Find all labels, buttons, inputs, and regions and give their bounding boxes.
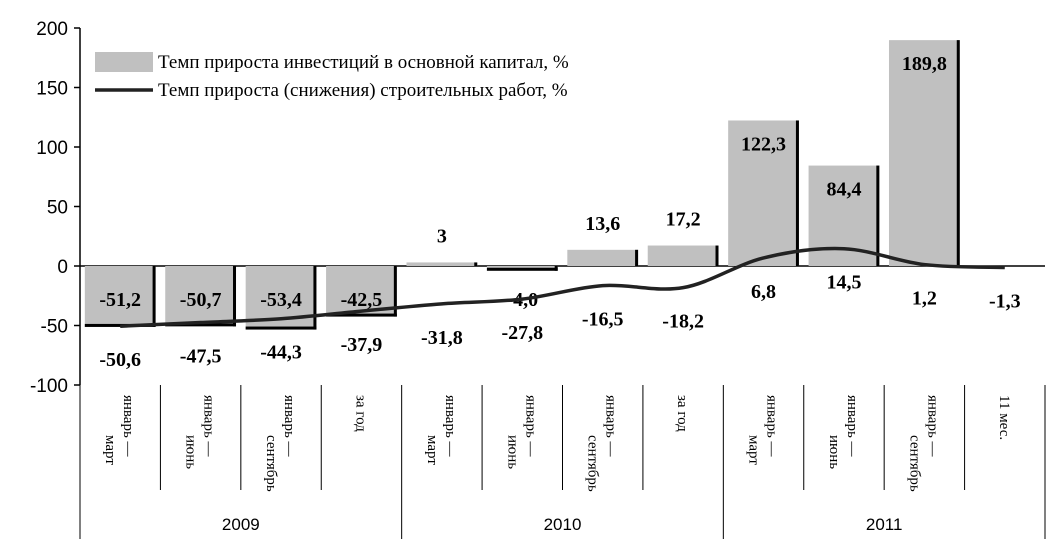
x-tick-label: январь — [281,395,297,458]
line-value-label: 1,2 [912,288,937,310]
bar-shadow [956,40,960,266]
x-tick-label: январь — [120,395,136,458]
x-tick-label: январь — [201,395,217,458]
line-value-label: -47,5 [180,346,222,368]
group-label: 2010 [544,515,582,534]
line-value-label: 6,8 [751,281,776,303]
y-tick-label: 0 [57,257,68,278]
x-tick-label-group: январь —март [424,395,458,465]
line-value-label: -31,8 [421,327,463,349]
line [120,246,1005,328]
bar [406,262,478,266]
x-tick-label: март [424,435,440,465]
x-tick-label: январь — [442,395,458,458]
x-tick-label: 11 мес. [996,395,1012,440]
bar-shadow [152,266,156,327]
y-tick-label: -100 [30,376,68,397]
bar-shadow [245,326,317,330]
legend-swatch [95,52,153,72]
bar-value-label: -50,7 [180,289,222,311]
bar-shadow [486,267,558,271]
x-tick-label: январь — [924,395,940,458]
x-tick-label-group: январь —март [102,395,136,465]
x-tick-label-group: январь —июнь [183,395,217,469]
bar-shadow [876,165,880,266]
x-tick-label-group: за год [674,395,690,432]
y-tick-label: -50 [41,317,68,338]
x-tick-label-group: январь —июнь [504,395,538,469]
x-tick-label: июнь [183,435,199,469]
bar-shadow [326,313,397,317]
x-tick-label: сентябрь [585,435,601,492]
line-value-label: 14,5 [826,272,861,294]
line-value-label: -16,5 [582,309,624,331]
x-tick-label: сентябрь [906,435,922,492]
bar-value-label: 17,2 [666,209,701,231]
y-tick-label: 50 [47,198,68,219]
group-label: 2009 [222,515,260,534]
bar [165,266,237,327]
legend-label: Темп прироста (снижения) строительных ра… [158,80,568,101]
bar-shadow [165,323,237,327]
x-tick-label-group: за год [352,395,368,432]
bar [84,266,156,327]
y-tick-label: 100 [36,138,68,159]
x-tick-label: март [102,435,118,465]
x-tick-label: сентябрь [263,435,279,492]
bar-value-label: -42,5 [341,289,383,311]
x-tick-label: январь — [844,395,860,458]
x-tick-label-group: январь —сентябрь [263,395,297,492]
bar-value-label: -53,4 [260,289,302,311]
bar-value-label: 3 [437,225,447,247]
line-value-label: -44,3 [260,342,302,364]
x-tick-label: за год [352,395,368,432]
y-tick-label: 150 [36,79,68,100]
bar-value-label: -51,2 [99,289,141,311]
bar-shadow [233,266,237,327]
line-value-label: -1,3 [989,291,1021,313]
x-tick-label: январь — [764,395,780,458]
x-tick-label: январь — [603,395,619,458]
x-tick-label-group: 11 мес. [996,395,1012,440]
group-label: 2011 [866,515,903,534]
y-tick-label: 200 [36,19,68,40]
bar-shadow [795,120,799,266]
line-value-label: -27,8 [501,322,543,344]
bar [728,120,799,266]
x-tick-label: июнь [826,435,842,469]
bar-shadow [313,266,317,330]
x-tick-label-group: январь —июнь [826,395,860,469]
bar-shadow [715,245,719,266]
x-tick-label: январь — [522,395,538,458]
legend-label: Темп прироста инвестиций в основной капи… [158,52,569,73]
bar-value-label: 13,6 [585,213,620,235]
line-value-label: -50,6 [99,349,141,371]
x-tick-label: июнь [504,435,520,469]
bar [888,40,960,266]
line-value-label: -37,9 [341,334,383,356]
x-tick-label: за год [674,395,690,432]
bar-shadow [474,262,478,266]
bar [647,245,719,266]
x-tick-label-group: январь —сентябрь [585,395,619,492]
bar-shadow [635,249,639,266]
x-tick-label-group: январь —март [746,395,780,465]
bar-shadow [393,266,397,317]
bar [567,249,639,266]
bar-value-label: 122,3 [741,133,786,155]
line-value-label: -18,2 [662,311,704,333]
bar-value-label: 84,4 [826,179,861,201]
bar-value-label: 189,8 [902,53,947,75]
x-tick-label-group: январь —сентябрь [906,395,940,492]
x-tick-label: март [746,435,762,465]
